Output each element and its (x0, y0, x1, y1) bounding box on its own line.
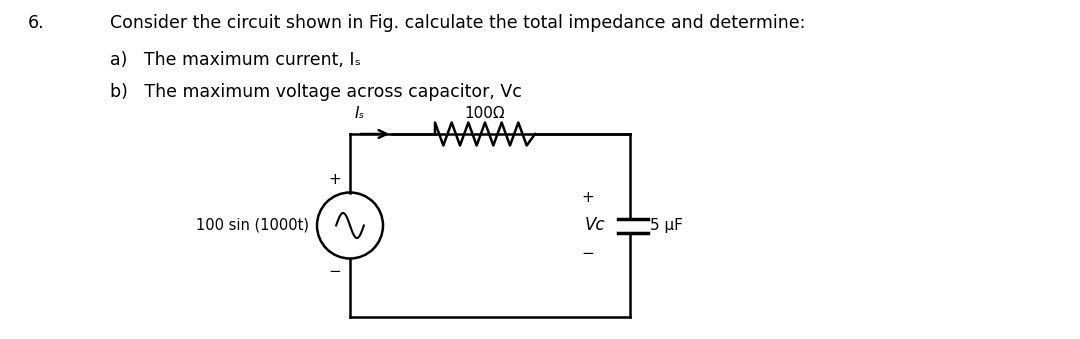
Text: −: − (328, 264, 341, 279)
Text: +: + (582, 190, 594, 205)
Text: b)   The maximum voltage across capacitor, Vᴄ: b) The maximum voltage across capacitor,… (110, 83, 522, 101)
Text: 100Ω: 100Ω (464, 106, 505, 121)
Text: +: + (328, 172, 341, 186)
Text: 6.: 6. (28, 14, 44, 32)
Text: a)   The maximum current, Iₛ: a) The maximum current, Iₛ (110, 51, 361, 69)
Text: 5 μF: 5 μF (649, 218, 683, 233)
Text: 100 sin (1000t): 100 sin (1000t) (195, 218, 309, 233)
Text: Vᴄ: Vᴄ (585, 217, 606, 235)
Text: Consider the circuit shown in Fig. calculate the total impedance and determine:: Consider the circuit shown in Fig. calcu… (110, 14, 806, 32)
Text: −: − (582, 246, 594, 261)
Text: Iₛ: Iₛ (355, 106, 365, 121)
